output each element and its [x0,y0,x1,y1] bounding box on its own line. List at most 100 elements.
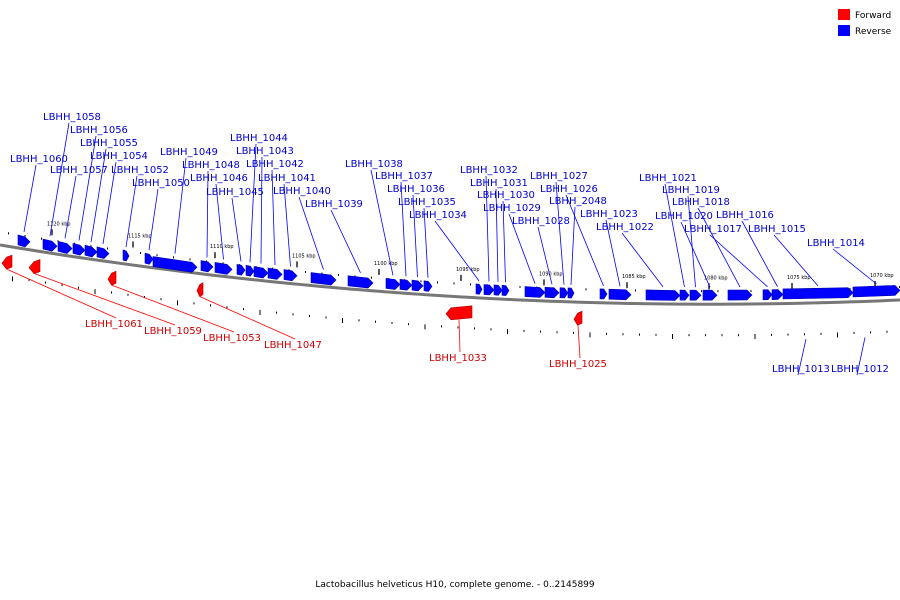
reverse-gene-glyph[interactable] [727,289,753,301]
gene-label[interactable]: LBHH_1018 [672,197,730,208]
reverse-gene-glyph[interactable] [72,243,86,256]
reverse-gene-glyph[interactable] [122,249,130,262]
reverse-gene-glyph[interactable] [283,269,298,282]
gene-label[interactable]: LBHH_1035 [398,197,456,208]
reverse-gene-glyph[interactable] [423,280,433,292]
reverse-gene-glyph[interactable] [645,289,681,301]
reverse-gene-glyph[interactable] [84,244,98,258]
scale-minor-tick [189,258,191,261]
reverse-gene-glyph[interactable] [411,279,424,292]
reverse-gene-glyph[interactable] [347,275,374,289]
scale-minor-tick [375,320,376,323]
forward-gene-glyph[interactable] [573,310,583,326]
gene-label[interactable]: LBHH_1028 [512,216,570,227]
gene-label[interactable]: LBHH_1057 [50,165,108,176]
reverse-gene-glyph[interactable] [214,262,233,275]
reverse-gene-glyph[interactable] [567,287,575,299]
gene-label[interactable]: LBHH_1042 [246,159,304,170]
gene-label[interactable]: LBHH_1049 [160,147,218,158]
gene-label[interactable]: LBHH_1026 [540,184,598,195]
forward-gene-glyph[interactable] [1,254,13,270]
gene-label[interactable]: LBHH_1027 [530,171,588,182]
gene-label[interactable]: LBHH_1013 [772,364,830,375]
gene-label[interactable]: LBHH_1048 [182,160,240,171]
reverse-gene-glyph[interactable] [200,260,214,273]
gene-label[interactable]: LBHH_1039 [305,199,363,210]
gene-label[interactable]: LBHH_1014 [807,238,865,249]
reverse-gene-glyph[interactable] [782,287,854,300]
reverse-gene-glyph[interactable] [57,240,73,254]
reverse-gene-glyph[interactable] [524,286,546,298]
gene-label[interactable]: LBHH_1038 [345,159,403,170]
forward-gene-glyph[interactable] [107,270,117,286]
gene-label[interactable]: LBHH_1060 [10,154,68,165]
gene-label[interactable]: LBHH_1054 [90,151,148,162]
reverse-gene-glyph[interactable] [152,256,198,273]
reverse-gene-glyph[interactable] [689,289,702,301]
reverse-gene-glyph[interactable] [245,264,255,277]
reverse-gene-glyph[interactable] [702,289,718,301]
reverse-gene-glyph[interactable] [493,284,503,296]
gene-label[interactable]: LBHH_1059 [144,326,202,337]
gene-label[interactable]: LBHH_1034 [409,210,467,221]
gene-label[interactable]: LBHH_1055 [80,138,138,149]
gene-label[interactable]: LBHH_1058 [43,112,101,123]
reverse-gene-glyph[interactable] [253,266,269,279]
gene-label[interactable]: LBHH_1032 [460,165,518,176]
gene-label[interactable]: LBHH_1019 [662,185,720,196]
reverse-gene-glyph[interactable] [42,238,58,252]
forward-gene-glyph[interactable] [445,305,473,321]
gene-label[interactable]: LBHH_1016 [716,210,774,221]
gene-label[interactable]: LBHH_1047 [264,340,322,351]
gene-label[interactable]: LBHH_1041 [258,173,316,184]
reverse-gene-glyph[interactable] [236,264,246,276]
reverse-gene-glyph[interactable] [267,267,283,280]
gene-label[interactable]: LBHH_1030 [477,190,535,201]
gene-label[interactable]: LBHH_1015 [748,224,806,235]
reverse-gene-glyph[interactable] [310,272,337,286]
reverse-gene-glyph[interactable] [144,252,154,265]
gene-label[interactable]: LBHH_1023 [580,209,638,220]
reverse-gene-glyph[interactable] [679,289,690,301]
scale-tick-label: 1070 kbp [870,273,894,279]
reverse-gene-glyph[interactable] [599,288,608,300]
reverse-gene-glyph[interactable] [501,284,510,296]
gene-label[interactable]: LBHH_1029 [483,203,541,214]
reverse-gene-glyph[interactable] [17,234,31,248]
reverse-gene-glyph[interactable] [771,289,784,301]
scale-minor-tick [519,285,521,288]
gene-label[interactable]: LBHH_1050 [132,178,190,189]
reverse-gene-glyph[interactable] [475,283,483,295]
gene-label[interactable]: LBHH_1053 [203,333,261,344]
gene-label[interactable]: LBHH_1043 [236,146,294,157]
gene-label[interactable]: LBHH_1061 [85,319,143,330]
gene-label[interactable]: LBHH_1022 [596,222,654,233]
gene-label[interactable]: LBHH_1056 [70,125,128,136]
gene-label[interactable]: LBHH_1045 [206,187,264,198]
reverse-gene-glyph[interactable] [852,285,900,298]
reverse-gene-glyph[interactable] [608,288,632,301]
reverse-gene-glyph[interactable] [385,278,401,290]
gene-label[interactable]: LBHH_2048 [549,196,607,207]
gene-label[interactable]: LBHH_1040 [273,186,331,197]
gene-label[interactable]: LBHH_1046 [190,173,248,184]
forward-gene-glyph[interactable] [28,259,41,274]
gene-label[interactable]: LBHH_1052 [111,165,169,176]
gene-label[interactable]: LBHH_1012 [831,364,889,375]
gene-label[interactable]: LBHH_1017 [684,224,742,235]
gene-label[interactable]: LBHH_1044 [230,133,288,144]
gene-label[interactable]: LBHH_1020 [655,211,713,222]
gene-label[interactable]: LBHH_1036 [387,184,445,195]
gene-label[interactable]: LBHH_1037 [375,171,433,182]
forward-gene-glyph[interactable] [196,282,204,298]
reverse-gene-glyph[interactable] [559,287,569,299]
reverse-gene-glyph[interactable] [96,246,110,259]
reverse-gene-glyph[interactable] [399,278,413,291]
gene-label[interactable]: LBHH_1021 [639,173,697,184]
reverse-gene-glyph[interactable] [762,289,773,301]
gene-label[interactable]: LBHH_1025 [549,359,607,370]
reverse-gene-glyph[interactable] [544,286,560,299]
gene-label[interactable]: LBHH_1031 [470,178,528,189]
reverse-gene-glyph[interactable] [483,284,495,296]
gene-label[interactable]: LBHH_1033 [429,353,487,364]
